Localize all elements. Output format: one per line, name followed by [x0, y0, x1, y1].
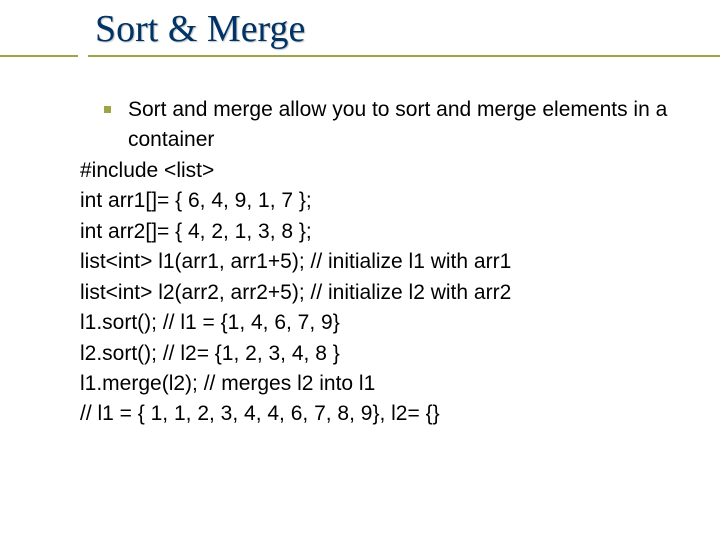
title-region: Sort & Merge [0, 5, 720, 61]
code-line: list<int> l2(arr2, arr2+5); // initializ… [80, 278, 680, 308]
code-line: list<int> l1(arr1, arr1+5); // initializ… [80, 247, 680, 277]
slide: Sort & Merge Sort and merge allow you to… [0, 0, 720, 540]
square-bullet-icon [104, 106, 111, 113]
code-line: l2.sort(); // l2= {1, 2, 3, 4, 8 } [80, 339, 680, 369]
code-line: // l1 = { 1, 1, 2, 3, 4, 4, 6, 7, 8, 9},… [80, 399, 680, 429]
code-line: int arr2[]= { 4, 2, 1, 3, 8 }; [80, 217, 680, 247]
code-line: l1.merge(l2); // merges l2 into l1 [80, 369, 680, 399]
code-line: int arr1[]= { 6, 4, 9, 1, 7 }; [80, 186, 680, 216]
code-line: #include <list> [80, 156, 680, 186]
bullet-text: Sort and merge allow you to sort and mer… [128, 98, 667, 151]
underline-short [0, 55, 78, 57]
underline-long [88, 55, 720, 57]
slide-title: Sort & Merge [95, 7, 305, 51]
body-region: Sort and merge allow you to sort and mer… [80, 95, 680, 430]
bullet-item: Sort and merge allow you to sort and mer… [80, 95, 680, 156]
code-line: l1.sort(); // l1 = {1, 4, 6, 7, 9} [80, 308, 680, 338]
